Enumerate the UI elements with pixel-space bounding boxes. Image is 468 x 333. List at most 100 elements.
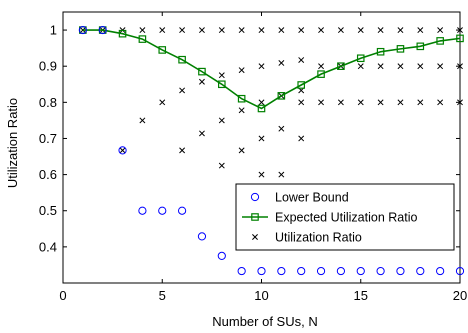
x-tick-label: 5 — [159, 288, 166, 303]
chart-marks — [78, 25, 465, 276]
legend-label-lower-bound: Lower Bound — [275, 191, 349, 205]
utilization-ratio-point — [357, 27, 364, 34]
lower-bound-point — [237, 266, 246, 276]
utilization-ratio-point — [159, 99, 166, 106]
expected-utilization-point — [198, 67, 206, 76]
utilization-ratio-point — [198, 130, 205, 137]
utilization-ratio-point — [417, 63, 424, 70]
lower-bound-point — [138, 206, 147, 215]
utilization-ratio-point — [397, 99, 404, 106]
y-tick-label: 0.4 — [39, 239, 57, 254]
expected-utilization-point — [356, 54, 365, 63]
y-tick-label: 0.7 — [39, 131, 57, 146]
utilization-ratio-point — [298, 27, 305, 34]
lower-bound-point — [158, 206, 167, 215]
lower-bound-point — [217, 251, 226, 260]
utilization-ratio-point — [218, 27, 225, 34]
expected-utilization-point — [138, 35, 147, 43]
utilization-ratio-point — [218, 162, 225, 169]
utilization-ratio-point — [397, 63, 404, 70]
utilization-ratio-point — [179, 87, 186, 94]
legend-x-icon — [252, 234, 258, 240]
utilization-ratio-point — [437, 99, 444, 106]
utilization-ratio-point — [278, 125, 285, 132]
expected-utilization-point — [436, 37, 444, 45]
utilization-ratio-point — [318, 27, 325, 34]
utilization-ratio-point — [337, 99, 344, 106]
x-tick-label: 20 — [453, 288, 467, 303]
lower-bound-point — [78, 25, 87, 35]
legend-square-icon — [251, 213, 259, 221]
expected-utilization-point — [277, 92, 286, 100]
lower-bound-point — [277, 266, 286, 276]
utilization-ratio-point — [179, 27, 186, 34]
expected-utilization-point — [376, 47, 385, 56]
y-axis-title: Utilization Ratio — [5, 98, 20, 188]
utilization-ratio-point — [119, 147, 126, 154]
axis-ticks: 0 5 10 15 20 0.4 0.5 0.6 0.7 0.8 0.9 1 — [39, 12, 467, 303]
legend-box — [235, 183, 455, 251]
utilization-ratio-point — [298, 135, 305, 142]
lower-bound-point — [118, 146, 127, 155]
utilization-ratio-point — [357, 99, 364, 106]
lower-bound-point — [455, 266, 465, 276]
expected-utilization-point — [178, 55, 186, 64]
utilization-ratio-point — [238, 27, 245, 34]
utilization-ratio-point — [258, 99, 265, 106]
utilization-ratio-point — [139, 27, 146, 34]
utilization-ratio-point — [278, 59, 285, 66]
utilization-ratio-point — [238, 67, 245, 74]
utilization-ratio-point — [357, 63, 364, 70]
utilization-ratio-point — [298, 57, 305, 64]
legend-label-expected: Expected Utilization Ratio — [275, 211, 417, 225]
lower-bound-point — [376, 266, 385, 276]
utilization-ratio-point — [238, 107, 245, 114]
utilization-ratio-point — [397, 27, 404, 34]
utilization-ratio-point — [258, 171, 265, 178]
utilization-ratio-point — [238, 147, 245, 154]
y-tick-label: 0.6 — [39, 167, 57, 182]
lower-bound-point — [257, 266, 266, 276]
lower-bound-point — [356, 266, 365, 276]
utilization-ratio-point — [218, 72, 225, 79]
utilization-ratio-point — [417, 99, 424, 106]
lower-bound-point — [336, 266, 345, 276]
legend-label-utilization: Utilization Ratio — [275, 231, 362, 245]
expected-utilization-point — [118, 29, 127, 38]
expected-utilization-point — [158, 46, 167, 54]
utilization-ratio-point — [318, 63, 325, 70]
utilization-ratio-point — [179, 147, 186, 154]
lower-bound-point — [98, 25, 107, 35]
expected-utilization-point — [317, 70, 325, 78]
legend: Lower Bound Expected Utilization Ratio Uti… — [235, 183, 455, 251]
expected-utilization-point — [257, 104, 266, 113]
utilization-ratio-point — [437, 63, 444, 70]
lower-bound-point — [178, 206, 187, 215]
x-axis-title: Number of SUs, N — [212, 314, 317, 329]
utilization-ratio-point — [258, 135, 265, 142]
utilization-ratio-point — [159, 27, 166, 34]
lower-bound-point — [197, 232, 207, 241]
utilization-ratio-point — [298, 99, 305, 106]
expected-utilization-point — [456, 34, 464, 43]
x-tick-label: 15 — [354, 288, 368, 303]
expected-utilization-point — [237, 94, 246, 103]
lower-bound-point — [297, 266, 306, 276]
x-tick-label: 10 — [254, 288, 268, 303]
y-tick-label: 0.8 — [39, 95, 57, 110]
expected-utilization-point — [218, 80, 226, 89]
y-tick-label: 0.5 — [39, 203, 57, 218]
expected-utilization-point — [297, 81, 306, 89]
utilization-ratio-point — [437, 27, 444, 34]
lower-bound-point — [396, 266, 405, 276]
utilization-ratio-point — [198, 78, 205, 85]
utilization-ratio-point — [377, 63, 384, 70]
utilization-ratio-point — [139, 117, 146, 124]
expected-utilization-point — [337, 62, 345, 71]
lower-bound-point — [436, 266, 445, 276]
utilization-ratio-point — [198, 27, 205, 34]
utilization-ratio-point — [377, 99, 384, 106]
utilization-ratio-point — [258, 63, 265, 70]
utilization-ratio-point — [417, 27, 424, 34]
y-tick-label: 1 — [50, 23, 57, 38]
